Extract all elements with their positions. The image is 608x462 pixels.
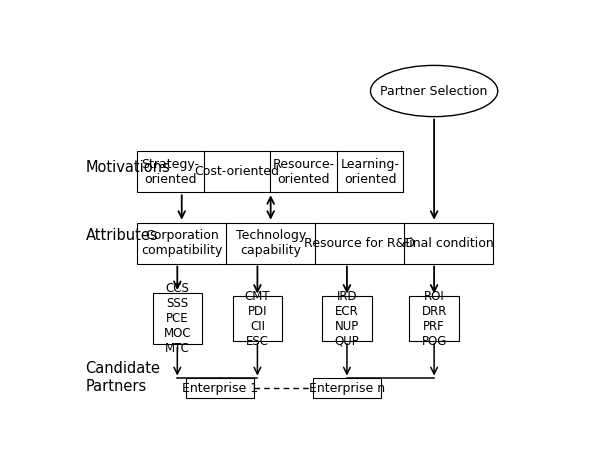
FancyBboxPatch shape [153, 293, 202, 345]
FancyBboxPatch shape [233, 297, 282, 341]
Text: Attributes: Attributes [85, 228, 158, 243]
FancyBboxPatch shape [409, 297, 459, 341]
Text: ROI
DRR
PRF
POG: ROI DRR PRF POG [421, 290, 447, 348]
FancyBboxPatch shape [185, 378, 254, 398]
Text: Motivations: Motivations [85, 160, 170, 175]
FancyBboxPatch shape [137, 152, 404, 192]
Ellipse shape [370, 66, 498, 116]
Text: Strategy-
oriented: Strategy- oriented [142, 158, 199, 186]
Text: Corporation
compatibility: Corporation compatibility [141, 229, 223, 257]
Text: Final condition: Final condition [403, 237, 494, 249]
Text: CCS
SSS
PCE
MOC
MTC: CCS SSS PCE MOC MTC [164, 282, 191, 355]
Text: Resource-
oriented: Resource- oriented [272, 158, 335, 186]
Text: Partner Selection: Partner Selection [381, 85, 488, 97]
FancyBboxPatch shape [137, 223, 493, 263]
Text: Technology
capability: Technology capability [235, 229, 306, 257]
Text: Resource for R&D: Resource for R&D [304, 237, 415, 249]
Text: Enterprise 1: Enterprise 1 [182, 382, 258, 395]
Text: Cost-oriented: Cost-oriented [195, 165, 280, 178]
Text: Enterprise n: Enterprise n [309, 382, 385, 395]
FancyBboxPatch shape [322, 297, 371, 341]
Text: IRD
ECR
NUP
QUP: IRD ECR NUP QUP [334, 290, 359, 348]
Text: Candidate
Partners: Candidate Partners [85, 361, 161, 394]
Text: CMT
PDI
CII
ESC: CMT PDI CII ESC [244, 290, 270, 348]
Text: Learning-
oriented: Learning- oriented [340, 158, 399, 186]
FancyBboxPatch shape [313, 378, 381, 398]
